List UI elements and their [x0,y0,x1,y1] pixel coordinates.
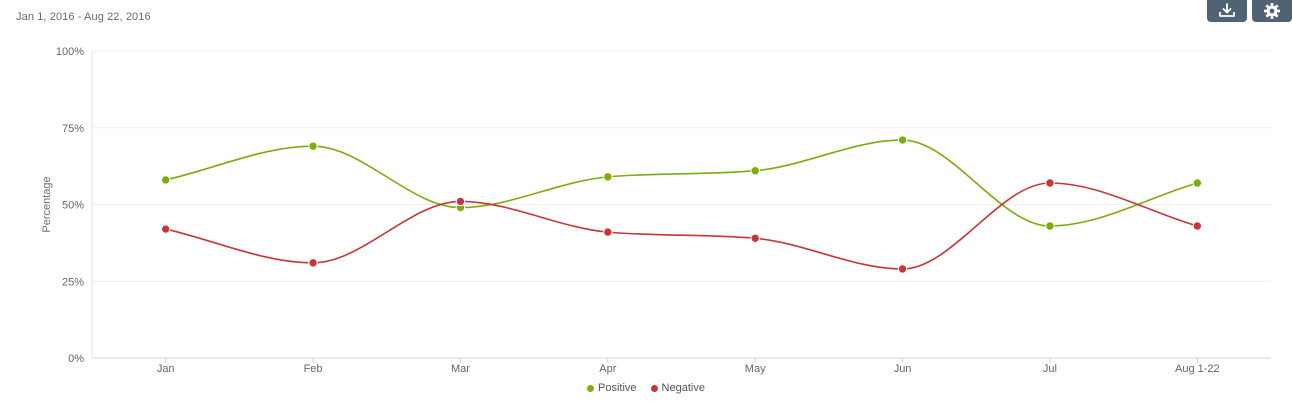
legend-label: Negative [661,382,705,394]
data-point-positive [308,141,318,151]
data-point-positive [160,175,171,185]
data-point-negative [308,258,318,268]
legend-marker [587,384,595,392]
x-tick-label: Apr [599,363,616,375]
x-tick-label: Jan [157,363,175,375]
download-tray-icon [1217,3,1237,19]
data-point-negative [455,196,466,207]
chart-legend: Positive Negative [0,382,1292,394]
chart-toolbar [1207,0,1292,22]
data-point-negative [160,224,171,234]
export-button[interactable] [1207,0,1247,22]
data-point-positive [603,172,613,182]
data-point-negative [603,227,613,237]
data-point-negative [897,264,908,274]
data-point-negative [750,233,760,243]
data-point-negative [1192,221,1203,231]
y-tick-label: 75% [62,123,84,135]
x-tick-label: Jul [1043,363,1057,375]
y-tick-label: 50% [62,200,84,212]
y-tick-label: 100% [56,46,84,58]
data-point-positive [1192,178,1203,188]
legend-marker [650,384,658,392]
series-line-positive [164,139,1199,227]
date-range-label: Jan 1, 2016 - Aug 22, 2016 [16,11,151,23]
x-tick-label: Jun [894,363,912,375]
x-tick-label: Aug 1-22 [1175,363,1220,375]
y-tick-label: 25% [62,276,84,288]
gear-icon [1263,2,1281,20]
data-point-positive [897,135,908,145]
data-point-negative [1045,178,1055,188]
y-axis-title: Percentage [41,176,53,232]
x-tick-label: Feb [304,363,323,375]
settings-button[interactable] [1252,0,1292,22]
x-tick-label: Mar [451,363,470,375]
legend-label: Positive [598,382,637,394]
legend-item-positive[interactable]: Positive [587,382,637,394]
x-tick-label: May [745,363,766,375]
data-point-positive [1045,221,1055,231]
legend-item-negative[interactable]: Negative [650,382,705,394]
data-point-positive [750,166,760,176]
series-line-negative [164,182,1199,270]
y-tick-label: 0% [68,353,84,365]
